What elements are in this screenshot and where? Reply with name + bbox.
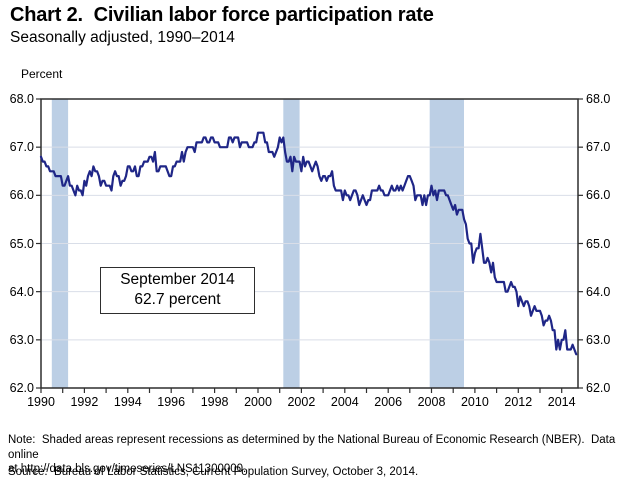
- chart-title: Chart 2. Civilian labor force participat…: [10, 4, 434, 26]
- x-axis-label: 1990: [27, 395, 55, 409]
- y-axis-label-left: 68.0: [9, 92, 34, 106]
- annotation-box: September 2014 62.7 percent: [100, 267, 255, 314]
- plot-svg: [36, 98, 583, 393]
- participation-rate-line: [39, 131, 578, 356]
- x-axis-label: 2000: [244, 395, 272, 409]
- x-axis-label: 1992: [70, 395, 99, 409]
- note-text: Note: Shaded areas represent recessions …: [8, 434, 616, 475]
- y-axis-label-left: 65.0: [9, 236, 34, 251]
- plot-border: [40, 98, 579, 389]
- annotation-value: 62.7 percent: [134, 291, 221, 308]
- x-axis-label: 2006: [374, 395, 403, 409]
- y-axis-label-left: 64.0: [9, 284, 34, 299]
- x-axis-label: 1994: [113, 395, 142, 409]
- x-axis-label: 2004: [330, 395, 359, 409]
- x-axis-label: 2008: [417, 395, 446, 409]
- y-axis-label-left: 67.0: [9, 140, 34, 155]
- y-axis-label-left: 66.0: [9, 188, 34, 203]
- y-axis-label-right: 65.0: [586, 236, 611, 251]
- y-axis-label-right: 67.0: [586, 140, 611, 155]
- y-axis-label-right: 66.0: [586, 188, 611, 203]
- y-axis-label-right: 62.0: [586, 381, 611, 395]
- y-axis-unit-label: Percent: [21, 67, 63, 81]
- source-text: Source: Bureau of Labor Statistics, Curr…: [8, 466, 419, 478]
- x-axis-label: 1998: [200, 395, 229, 409]
- x-axis-label: 2012: [504, 395, 533, 409]
- y-axis-label-right: 63.0: [586, 332, 611, 347]
- x-axis-label: 2014: [547, 395, 576, 409]
- y-axis-label-left: 62.0: [9, 381, 34, 395]
- x-axis-label: 2010: [460, 395, 489, 409]
- annotation-date: September 2014: [120, 271, 235, 288]
- y-axis-label-right: 68.0: [586, 92, 611, 106]
- chart-subtitle: Seasonally adjusted, 1990–2014: [10, 29, 235, 46]
- y-axis-label-right: 64.0: [586, 284, 611, 299]
- y-axis-label-left: 63.0: [9, 332, 34, 347]
- x-axis-label: 1996: [157, 395, 186, 409]
- x-axis-label: 2002: [287, 395, 316, 409]
